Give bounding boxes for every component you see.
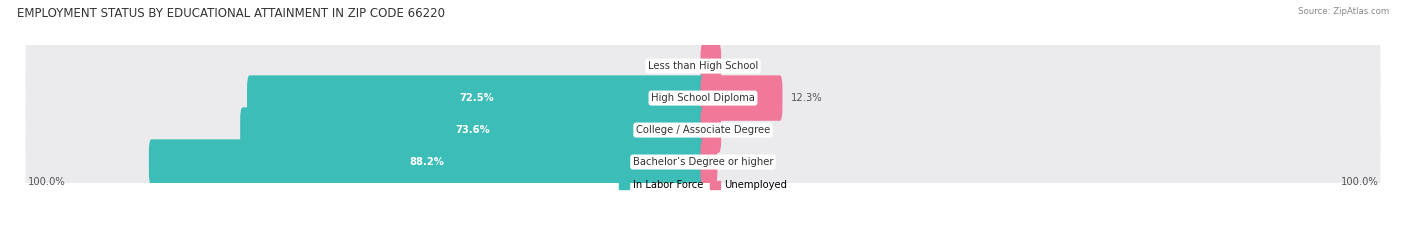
- FancyBboxPatch shape: [700, 75, 782, 121]
- FancyBboxPatch shape: [25, 100, 1381, 161]
- FancyBboxPatch shape: [700, 139, 717, 185]
- FancyBboxPatch shape: [700, 107, 721, 153]
- Text: 100.0%: 100.0%: [28, 177, 65, 187]
- FancyBboxPatch shape: [25, 132, 1381, 192]
- Text: 88.2%: 88.2%: [409, 157, 444, 167]
- Text: EMPLOYMENT STATUS BY EDUCATIONAL ATTAINMENT IN ZIP CODE 66220: EMPLOYMENT STATUS BY EDUCATIONAL ATTAINM…: [17, 7, 444, 20]
- Text: 73.6%: 73.6%: [456, 125, 491, 135]
- FancyBboxPatch shape: [25, 68, 1381, 128]
- Legend: In Labor Force, Unemployed: In Labor Force, Unemployed: [616, 176, 790, 194]
- Text: Source: ZipAtlas.com: Source: ZipAtlas.com: [1298, 7, 1389, 16]
- FancyBboxPatch shape: [240, 107, 706, 153]
- Text: 100.0%: 100.0%: [1341, 177, 1378, 187]
- FancyBboxPatch shape: [247, 75, 706, 121]
- Text: Less than High School: Less than High School: [648, 61, 758, 71]
- Text: 0.0%: 0.0%: [730, 61, 755, 71]
- Text: 0.0%: 0.0%: [730, 125, 755, 135]
- Text: 12.3%: 12.3%: [792, 93, 823, 103]
- Text: 1.9%: 1.9%: [725, 157, 752, 167]
- Text: High School Diploma: High School Diploma: [651, 93, 755, 103]
- FancyBboxPatch shape: [25, 36, 1381, 96]
- Text: College / Associate Degree: College / Associate Degree: [636, 125, 770, 135]
- Text: 72.5%: 72.5%: [458, 93, 494, 103]
- Text: Bachelor’s Degree or higher: Bachelor’s Degree or higher: [633, 157, 773, 167]
- FancyBboxPatch shape: [149, 139, 706, 185]
- FancyBboxPatch shape: [700, 43, 721, 89]
